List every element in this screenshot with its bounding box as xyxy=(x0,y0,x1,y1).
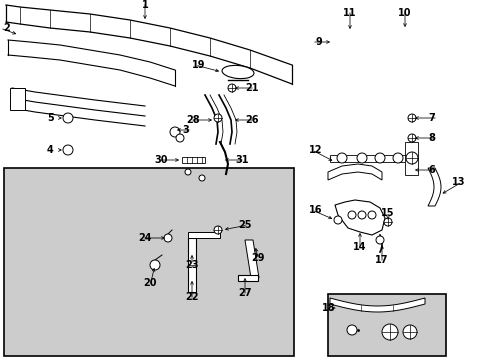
Circle shape xyxy=(176,134,183,142)
Ellipse shape xyxy=(222,66,253,78)
Circle shape xyxy=(227,84,236,92)
Text: 13: 13 xyxy=(451,177,465,187)
Circle shape xyxy=(63,145,73,155)
Circle shape xyxy=(356,153,366,163)
Polygon shape xyxy=(334,200,384,235)
Circle shape xyxy=(383,218,391,226)
Text: 9: 9 xyxy=(315,37,321,47)
Text: 18: 18 xyxy=(321,303,335,313)
Polygon shape xyxy=(427,168,440,206)
Polygon shape xyxy=(8,40,175,86)
Text: 30: 30 xyxy=(154,155,168,165)
Text: 12: 12 xyxy=(308,145,321,155)
Bar xyxy=(327,294,445,356)
Circle shape xyxy=(347,211,355,219)
Text: 17: 17 xyxy=(374,255,388,265)
Text: 4: 4 xyxy=(47,145,54,155)
Circle shape xyxy=(336,153,346,163)
Text: 7: 7 xyxy=(427,113,434,123)
Text: 6: 6 xyxy=(427,165,434,175)
Text: 22: 22 xyxy=(185,292,198,302)
Polygon shape xyxy=(404,142,417,175)
Circle shape xyxy=(214,114,222,122)
Circle shape xyxy=(199,175,204,181)
Circle shape xyxy=(163,234,172,242)
Polygon shape xyxy=(182,157,204,163)
Circle shape xyxy=(407,114,415,122)
Text: 25: 25 xyxy=(238,220,251,230)
Circle shape xyxy=(357,211,365,219)
Circle shape xyxy=(333,216,341,224)
Text: 14: 14 xyxy=(352,242,366,252)
Text: 5: 5 xyxy=(47,113,54,123)
Circle shape xyxy=(405,152,417,164)
Text: 24: 24 xyxy=(138,233,152,243)
Text: 28: 28 xyxy=(186,115,200,125)
Text: 23: 23 xyxy=(185,260,198,270)
Circle shape xyxy=(63,113,73,123)
Text: 29: 29 xyxy=(251,253,264,263)
Circle shape xyxy=(402,325,416,339)
Text: 27: 27 xyxy=(238,288,251,298)
Bar xyxy=(4,168,293,356)
Polygon shape xyxy=(327,164,381,180)
Circle shape xyxy=(367,211,375,219)
Text: 16: 16 xyxy=(308,205,321,215)
Text: 26: 26 xyxy=(244,115,258,125)
Text: 8: 8 xyxy=(427,133,434,143)
Text: 21: 21 xyxy=(244,83,258,93)
Text: 10: 10 xyxy=(397,8,411,18)
Circle shape xyxy=(407,134,415,142)
Polygon shape xyxy=(6,5,291,84)
Text: 15: 15 xyxy=(381,208,394,218)
Polygon shape xyxy=(238,275,258,281)
Text: 11: 11 xyxy=(343,8,356,18)
Polygon shape xyxy=(10,88,25,110)
Circle shape xyxy=(214,226,222,234)
Polygon shape xyxy=(244,240,259,278)
Circle shape xyxy=(184,169,191,175)
Circle shape xyxy=(150,260,160,270)
Text: 20: 20 xyxy=(143,278,157,288)
Circle shape xyxy=(381,324,397,340)
Polygon shape xyxy=(187,238,196,292)
Text: 31: 31 xyxy=(235,155,248,165)
Circle shape xyxy=(346,325,356,335)
Text: 3: 3 xyxy=(182,125,188,135)
Text: 1: 1 xyxy=(142,0,148,10)
Polygon shape xyxy=(329,155,411,162)
Circle shape xyxy=(374,153,384,163)
Circle shape xyxy=(392,153,402,163)
Circle shape xyxy=(375,236,383,244)
Polygon shape xyxy=(187,232,220,238)
Text: 2: 2 xyxy=(3,23,10,33)
Polygon shape xyxy=(329,298,424,312)
Circle shape xyxy=(170,127,180,137)
Text: 19: 19 xyxy=(191,60,204,70)
